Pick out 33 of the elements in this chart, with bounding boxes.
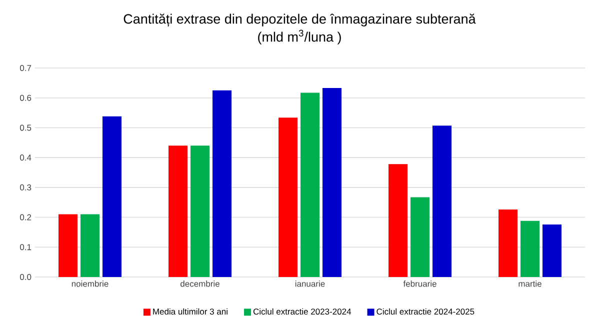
bar: [498, 210, 518, 277]
bar: [410, 197, 430, 277]
y-tick-label: 0.3: [20, 184, 32, 190]
bar: [102, 116, 122, 277]
bar: [80, 214, 100, 277]
bar: [520, 220, 540, 277]
x-tick-label: ianuarie: [295, 280, 325, 287]
x-tick-label: februarie: [403, 280, 436, 287]
bar: [58, 214, 78, 277]
bar: [278, 118, 298, 277]
y-tick-label: 0.0: [20, 274, 32, 280]
bar: [300, 92, 320, 277]
y-tick-label: 0.6: [20, 94, 32, 101]
bar: [212, 90, 232, 277]
y-tick-label: 0.2: [20, 214, 32, 220]
x-tick-label: decembrie: [180, 280, 220, 287]
legend-label: Ciclul extractie 2023-2024: [253, 308, 352, 315]
x-tick-label: noiembrie: [72, 280, 108, 287]
chart-title: Cantități extrase din depozitele de înmagazinare subterană: [124, 14, 476, 26]
y-tick-label: 0.7: [20, 64, 32, 72]
bar: [168, 146, 188, 277]
legend-label: Ciclul extractie 2024-2025: [376, 308, 474, 315]
bar: [190, 146, 210, 277]
bar: [432, 126, 452, 277]
chart-subtitle: (mld m$^{3}$/luna ): [258, 30, 341, 44]
y-tick-label: 0.1: [20, 244, 32, 250]
x-tick-label: martie: [518, 280, 542, 287]
bar: [322, 88, 342, 277]
bar: [542, 224, 562, 277]
bar: [388, 164, 408, 277]
y-tick-label: 0.5: [20, 124, 32, 131]
y-tick-label: 0.4: [20, 154, 32, 161]
legend-label: Media ultimilor 3 ani: [153, 308, 228, 315]
